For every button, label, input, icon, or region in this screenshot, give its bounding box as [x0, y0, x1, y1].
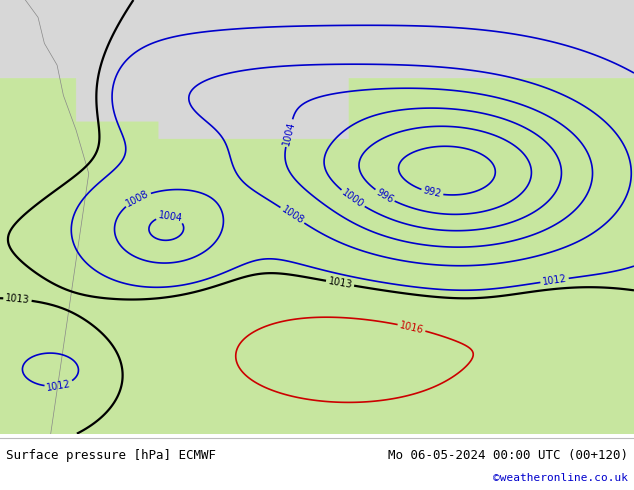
Text: 1013: 1013	[327, 276, 353, 290]
Text: 1004: 1004	[157, 210, 183, 223]
Text: 1013: 1013	[5, 293, 30, 305]
Text: Mo 06-05-2024 00:00 UTC (00+120): Mo 06-05-2024 00:00 UTC (00+120)	[387, 448, 628, 462]
Text: 1008: 1008	[280, 204, 306, 226]
Text: 992: 992	[422, 186, 443, 199]
Text: 1000: 1000	[340, 188, 366, 210]
Text: ©weatheronline.co.uk: ©weatheronline.co.uk	[493, 472, 628, 483]
Text: 1012: 1012	[46, 378, 72, 392]
Text: 1016: 1016	[399, 320, 425, 335]
Text: 1008: 1008	[124, 189, 151, 209]
Text: 1012: 1012	[541, 273, 567, 287]
Text: 1004: 1004	[281, 120, 297, 146]
Text: Surface pressure [hPa] ECMWF: Surface pressure [hPa] ECMWF	[6, 448, 216, 462]
Text: 996: 996	[374, 187, 395, 205]
